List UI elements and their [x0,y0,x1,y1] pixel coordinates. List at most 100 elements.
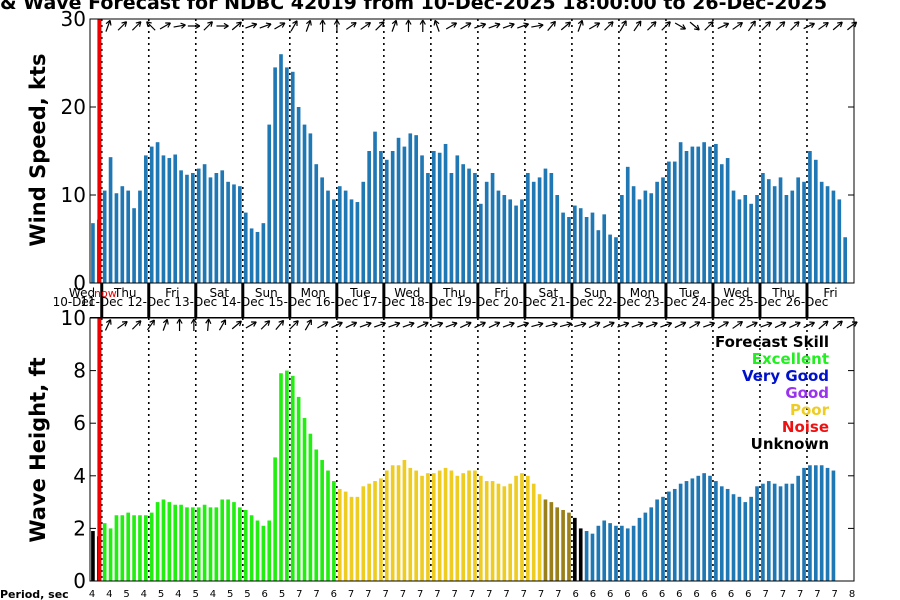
date-label: 25-Dec [739,295,782,309]
legend-entry: Excellent [752,350,829,368]
wind-bar [649,193,654,283]
wave-bar [549,502,554,581]
wind-bar [332,199,336,283]
wave-bar [537,494,542,581]
wind-bar [708,146,712,283]
wind-bar [361,181,366,283]
date-label: 19-Dec [456,295,499,309]
wind-bar [790,190,795,283]
wave-wind-arrow [531,321,544,328]
day-of-week-label: Fri [165,286,179,300]
wave-wind-arrow [131,320,142,330]
wind-bar [208,177,213,283]
legend-title: Forecast Skill [715,333,829,351]
wave-wind-arrow [402,321,415,328]
wave-bar [396,465,401,581]
wave-bar [302,417,307,581]
wind-bar [778,177,783,283]
wave-wind-arrow [146,319,155,331]
wave-bar [290,375,295,581]
legend-entry: Good [785,384,829,402]
wave-bar [243,509,248,581]
day-of-week-label: Tue [349,286,371,300]
wave-bar [772,483,777,581]
period-value: 5 [279,589,285,600]
wave-bar [361,486,366,581]
wind-wind-arrow [577,19,584,32]
wind-ytick-label: 30 [61,7,86,31]
wind-bar [384,159,389,283]
period-value: 6 [693,589,699,600]
wave-bar [590,533,595,581]
wind-wind-arrow [319,19,326,32]
wind-wind-arrow [474,22,487,29]
wave-bar [761,483,765,581]
wave-bar [573,517,577,581]
wind-wind-arrow [419,19,426,32]
date-label: 16-Dec [315,295,358,309]
wave-wind-arrow [317,321,329,329]
wave-wind-arrow [559,321,573,328]
wind-bar [719,164,724,283]
wind-bar [819,181,824,283]
legend-entry: Poor [790,401,830,419]
wave-ytick-label: 10 [61,306,86,330]
wind-bar [431,151,436,283]
wind-bar [526,173,530,283]
period-value: 7 [313,589,319,600]
wind-bar [179,170,183,283]
wind-wind-arrow [502,22,515,29]
wave-bar [238,507,242,581]
wind-bar [496,190,501,283]
period-value: 6 [572,589,578,600]
wave-bar [526,475,530,581]
wind-wind-arrow [274,22,286,30]
wave-bar [766,481,771,581]
wave-bar [702,473,706,581]
wave-bar [108,528,113,581]
wave-bar [132,515,136,581]
wind-bar [802,181,806,283]
wind-ytick-label: 20 [61,95,86,119]
wind-bar [843,237,847,283]
wave-bar [102,523,107,581]
wave-bar [373,481,377,581]
wave-bar [625,528,630,581]
wind-wind-arrow [647,21,657,31]
wind-bar [555,195,560,283]
period-value: 4 [210,589,216,600]
wave-wind-arrow [176,318,183,331]
wind-wind-arrow [231,21,242,31]
wave-bar [620,525,624,581]
wave-wind-arrow [275,319,285,330]
day-of-week-label: Sun [584,286,607,300]
wave-bar [831,470,836,581]
wind-wind-arrow [159,22,171,30]
wind-wind-arrow [105,19,112,32]
wind-bar [161,155,166,283]
wave-bar [684,481,689,581]
wave-wind-arrow [832,320,843,330]
wind-bar [643,190,648,283]
wave-bar [343,491,348,581]
day-of-week-label: Sat [209,286,229,300]
wind-bar [343,190,348,283]
period-value: 7 [348,589,354,600]
wave-bar [520,473,524,581]
wave-wind-arrow [190,318,197,331]
day-of-week-label: Fri [823,286,837,300]
wave-wind-arrow [603,321,615,329]
wind-bar [590,212,595,283]
wind-bar [573,205,577,283]
wave-bar [379,478,383,581]
wave-bar [208,507,213,581]
wind-bar [279,54,283,284]
period-value: 5 [244,589,250,600]
wave-bar [420,475,424,581]
wave-bar [608,523,612,581]
wind-bar [290,71,295,283]
period-value: 7 [780,589,786,600]
now-label: now [94,287,117,300]
wind-bar [508,199,513,283]
